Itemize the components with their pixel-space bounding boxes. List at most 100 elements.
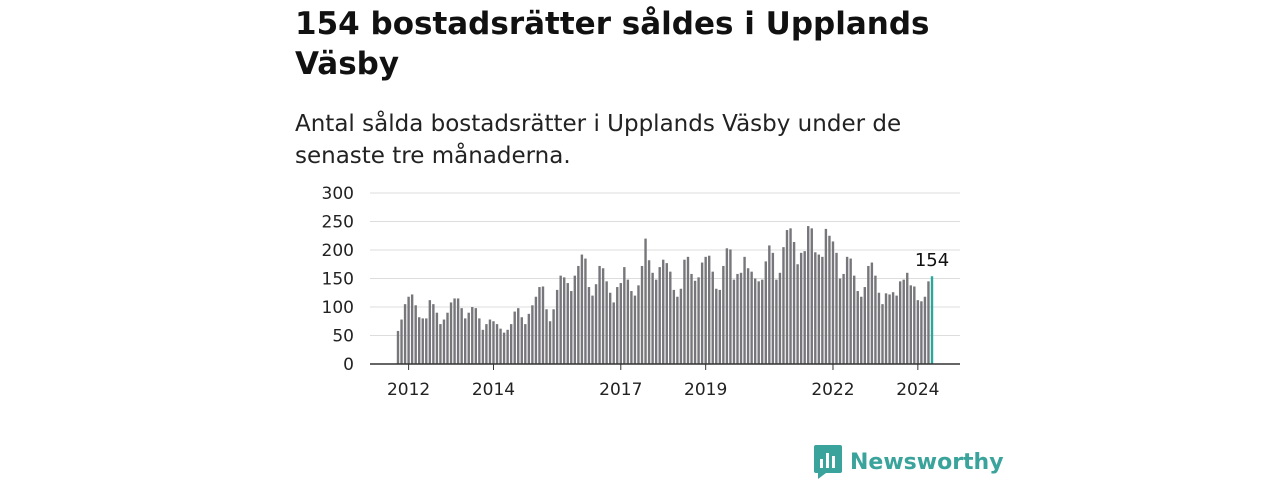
chart-title: 154 bostadsrätter såldes i Upplands Väsb…	[295, 6, 930, 82]
bar	[828, 235, 831, 364]
newsworthy-icon	[814, 445, 842, 479]
bar	[524, 324, 527, 364]
bar	[591, 295, 594, 364]
bar	[421, 318, 424, 364]
bar	[605, 281, 608, 364]
bar	[456, 298, 460, 364]
bar	[651, 272, 654, 364]
bar	[700, 262, 704, 364]
bar	[453, 298, 456, 364]
x-tick-label: 2014	[472, 380, 515, 398]
bar	[428, 300, 432, 364]
bar	[792, 242, 796, 364]
bar	[407, 296, 410, 364]
bar	[891, 292, 895, 364]
bar	[810, 228, 813, 364]
x-axis-labels: 2012 2014 2017 2019 2022 2024	[387, 364, 939, 398]
bar	[693, 280, 697, 364]
bar	[690, 273, 693, 364]
bar	[746, 268, 750, 364]
bar	[835, 252, 838, 364]
bar	[418, 317, 421, 364]
bar	[867, 265, 870, 364]
bar	[884, 293, 888, 364]
bar	[824, 228, 828, 364]
bar	[711, 271, 714, 364]
bar	[630, 291, 633, 364]
bar	[616, 287, 619, 364]
bar	[400, 319, 403, 364]
bar	[517, 308, 520, 364]
bar	[672, 289, 676, 364]
bar	[874, 275, 877, 364]
bar	[633, 295, 637, 364]
bar	[736, 273, 739, 364]
bar	[432, 304, 435, 364]
bar	[463, 318, 467, 364]
bar	[920, 301, 923, 364]
bar	[732, 279, 736, 364]
y-tick-label: 250	[322, 213, 354, 233]
bar	[750, 271, 753, 364]
bar	[637, 285, 640, 364]
bar	[764, 261, 767, 364]
bar	[683, 259, 686, 364]
bar	[541, 286, 545, 364]
bar	[906, 272, 909, 364]
bar	[697, 277, 700, 364]
bar	[775, 279, 778, 364]
bar	[913, 286, 916, 364]
bar	[573, 275, 577, 364]
bar	[488, 319, 492, 364]
bar	[863, 287, 867, 364]
bar	[644, 238, 647, 364]
bar	[845, 256, 849, 364]
chart-subtitle: Antal sålda bostadsrätter i Upplands Väs…	[295, 111, 902, 169]
bar	[771, 252, 775, 364]
x-tick-label: 2017	[599, 380, 642, 398]
bar	[799, 252, 803, 364]
bar	[647, 260, 651, 364]
bar	[753, 278, 757, 364]
bar	[570, 291, 573, 364]
bar	[778, 272, 782, 364]
bar	[881, 304, 884, 364]
bar	[403, 304, 407, 364]
x-tick-label: 2012	[387, 380, 430, 398]
bar	[425, 318, 428, 364]
bar	[538, 287, 541, 364]
bar	[796, 264, 799, 364]
bar	[506, 329, 509, 364]
bar	[495, 324, 499, 364]
bar	[877, 292, 881, 364]
y-axis-labels: 0 50 100 150 200 250 300	[322, 184, 354, 375]
brand-name: Newsworthy	[850, 449, 1004, 475]
bar	[662, 259, 665, 364]
y-tick-label: 100	[322, 298, 354, 318]
bar	[439, 324, 442, 364]
bar	[665, 263, 668, 364]
bar	[552, 309, 555, 364]
bar	[471, 307, 474, 364]
bar	[481, 329, 485, 364]
bar	[803, 251, 806, 364]
bar	[722, 265, 725, 364]
bar	[640, 265, 644, 364]
bar	[715, 288, 718, 364]
bar	[888, 294, 891, 364]
bar	[460, 308, 463, 364]
bar	[708, 255, 711, 364]
bar	[520, 317, 523, 364]
bar	[814, 252, 817, 364]
bar	[577, 265, 580, 364]
bar	[478, 318, 481, 364]
bar	[474, 308, 478, 364]
bar	[658, 267, 661, 364]
bar	[679, 288, 683, 364]
bar	[676, 296, 679, 364]
bar	[849, 258, 852, 364]
bar	[856, 291, 859, 364]
bar	[807, 226, 810, 364]
bar	[898, 281, 902, 364]
latest-value-label: 154	[915, 250, 949, 271]
